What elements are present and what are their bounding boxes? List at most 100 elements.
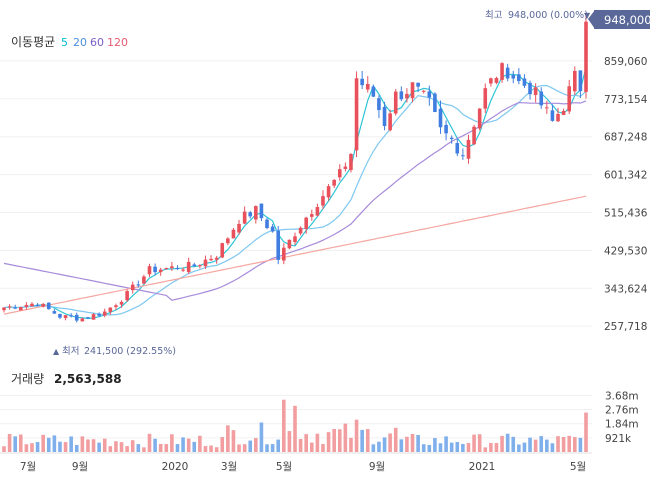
candle-body (326, 186, 331, 198)
candle-body (214, 257, 219, 260)
candle-body (203, 259, 208, 267)
candle-body (354, 78, 359, 151)
candle-body (13, 307, 17, 309)
candle-body (209, 258, 213, 261)
volume-axis: 3.68m 2.76m 1.84m 921k (605, 390, 639, 444)
volume-bar (382, 437, 387, 452)
candle-body (52, 311, 57, 314)
candle-body (433, 93, 437, 113)
candle-body (371, 86, 376, 97)
volume-bar (91, 439, 96, 452)
ma-20-label: 20 (73, 36, 87, 49)
volume-bar (298, 438, 303, 452)
price-axis: 859,060 773,154 687,248 601,342 515,436 429,5… (604, 56, 648, 333)
time-tick-label: 2021 (469, 461, 496, 473)
volume-bar (86, 439, 90, 452)
volume-bar (354, 419, 359, 452)
volume-bar (80, 436, 85, 452)
candle-body (74, 314, 79, 321)
candlesticks[interactable] (2, 14, 588, 323)
candle-body (567, 86, 572, 112)
volume-bar (522, 442, 527, 452)
volume-bar (119, 442, 124, 452)
candle-body (304, 217, 308, 229)
candle-body (455, 143, 460, 154)
volume-bar (561, 436, 566, 452)
volume-bar (427, 444, 432, 452)
candle-body (270, 226, 275, 232)
volume-bar (483, 447, 488, 452)
time-tick-label: 9월 (72, 461, 88, 473)
candle-body (421, 90, 426, 92)
current-price-value: 948,000 (604, 13, 650, 27)
volume-bar (505, 433, 510, 452)
volume-bar (270, 444, 275, 452)
candle-body (147, 266, 152, 275)
candle-body (393, 91, 398, 114)
candle-body (365, 83, 370, 90)
candle-body (259, 203, 264, 219)
volume-bar (287, 431, 292, 452)
candle-body (349, 154, 353, 170)
volume-bar (584, 412, 588, 452)
volume-bar (46, 437, 51, 452)
candle-body (416, 82, 420, 87)
ma-120-label: 120 (107, 36, 128, 49)
volume-label: 거래량 (11, 372, 44, 386)
candle-body (522, 78, 527, 86)
volume-bar (13, 436, 17, 452)
volume-bar (500, 435, 504, 452)
volume-bar (147, 433, 152, 452)
volume-bar (276, 439, 281, 452)
candle-body (2, 307, 6, 311)
volume-bar (371, 444, 376, 452)
candle-body (254, 206, 258, 220)
candle-body (461, 155, 465, 157)
volume-bar (399, 439, 404, 452)
volume-bar (365, 429, 370, 452)
volume-bar (309, 442, 314, 452)
volume-bar (472, 434, 476, 452)
ma-60-line (3, 100, 587, 301)
candle-body (584, 21, 588, 92)
candle-body (248, 212, 253, 217)
volume-bar (30, 443, 34, 452)
ma-20-line (3, 84, 587, 316)
volume-bar (410, 433, 415, 452)
candle-body (153, 266, 157, 273)
candle-body (164, 267, 169, 269)
volume-bar (438, 443, 443, 452)
candle-body (130, 284, 135, 291)
candle-body (511, 75, 516, 79)
volume-bar (108, 446, 113, 452)
volume-bar (248, 440, 253, 452)
volume-bar (153, 438, 157, 452)
volume-bar (114, 441, 118, 452)
moving-average-legend: 이동평균 5 20 60 120 (11, 35, 128, 49)
candle-body (528, 82, 532, 95)
candle-body (86, 317, 90, 319)
volume-bar (449, 442, 454, 452)
candle-body (561, 110, 566, 115)
volume-bar (461, 443, 465, 452)
candle-body (63, 315, 68, 318)
candle-body (477, 108, 482, 129)
volume-bar (511, 436, 516, 452)
candle-body (24, 304, 29, 307)
volume-bar (477, 434, 482, 452)
volume-bar (192, 441, 197, 452)
candle-body (489, 78, 493, 84)
candle-body (500, 63, 504, 80)
volume-bar (337, 429, 342, 452)
price-tick-label: 429,530 (604, 245, 647, 257)
volume-bar (52, 435, 57, 452)
candle-body (472, 126, 476, 145)
volume-bar (489, 443, 493, 452)
candle-body (237, 223, 241, 233)
candle-body (505, 67, 510, 79)
time-axis: 7월 9월 2020 3월 5월 9월 2021 5월 (20, 461, 586, 473)
candle-body (158, 269, 163, 273)
time-tick-label: 2020 (162, 461, 189, 473)
low-arrow-icon: ▲ (53, 347, 60, 356)
